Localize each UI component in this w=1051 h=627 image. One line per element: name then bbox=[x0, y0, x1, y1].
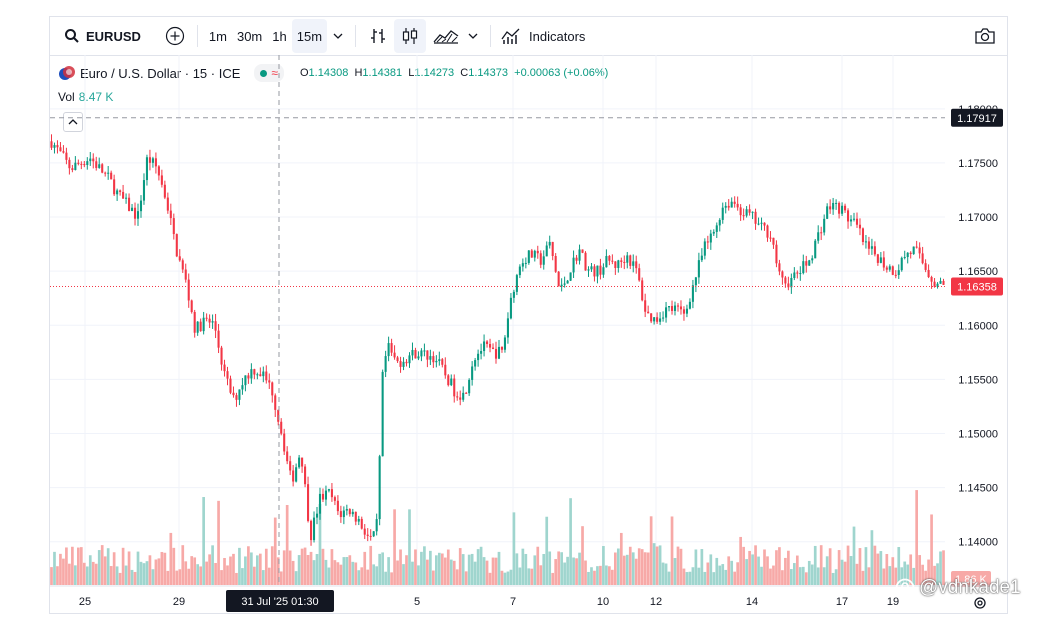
change-value: +0.00063 (+0.06%) bbox=[514, 67, 609, 79]
interval-label: 30m bbox=[236, 28, 263, 44]
interval-dropdown-button[interactable] bbox=[327, 21, 349, 51]
compare-symbol-button[interactable] bbox=[159, 21, 191, 51]
search-icon bbox=[65, 29, 79, 43]
volume-legend: Vol 8.47 K bbox=[58, 90, 113, 104]
chart-type-dropdown-button[interactable] bbox=[462, 21, 484, 51]
open-label: O bbox=[299, 67, 309, 79]
eu-us-flag-icon bbox=[59, 66, 75, 80]
close-value: 1.14373 bbox=[468, 67, 509, 79]
candles-chart-type-button[interactable] bbox=[394, 19, 427, 53]
chevron-up-icon bbox=[68, 119, 78, 125]
area-chart-icon bbox=[433, 30, 459, 44]
settings-icon[interactable] bbox=[973, 596, 987, 610]
plus-circle-icon bbox=[165, 26, 185, 46]
interval-label: 15m bbox=[296, 28, 323, 44]
toolbar-divider bbox=[355, 25, 357, 47]
chevron-down-icon bbox=[333, 33, 343, 39]
interval-15m-button[interactable]: 15m bbox=[291, 19, 328, 53]
interval-1h-button[interactable]: 1h bbox=[267, 21, 291, 51]
area-chart-type-button[interactable] bbox=[430, 21, 462, 51]
high-value: 1.14381 bbox=[362, 67, 403, 79]
bar-chart-type-button[interactable] bbox=[362, 21, 394, 51]
indicators-label: Indicators bbox=[529, 28, 586, 44]
user-circle-icon bbox=[895, 578, 915, 598]
market-open-dot-icon bbox=[260, 69, 268, 77]
volume-value: 8.47 K bbox=[78, 90, 114, 104]
watermark: @vdnkade1 bbox=[895, 577, 1021, 599]
low-value: 1.14273 bbox=[414, 67, 455, 79]
symbol-search-button[interactable]: EURUSD bbox=[60, 21, 145, 51]
wave-icon: ≈ bbox=[271, 66, 278, 80]
watermark-text: @vdnkade1 bbox=[919, 577, 1021, 598]
volume-label: Vol bbox=[58, 90, 75, 104]
chart-legend: Euro / U.S. Dollar · 15 · ICE ≈ O1.14308… bbox=[58, 64, 608, 82]
open-value: 1.14308 bbox=[308, 67, 349, 79]
ohlc-values: O1.14308 H1.14381 L1.14273 C1.14373 +0.0… bbox=[300, 67, 608, 79]
high-label: H bbox=[354, 67, 363, 79]
bar-chart-icon bbox=[371, 29, 386, 43]
symbol-label: EURUSD bbox=[86, 28, 141, 44]
market-status-pill[interactable]: ≈ bbox=[254, 64, 284, 82]
interval-30m-button[interactable]: 30m bbox=[232, 21, 267, 51]
collapse-legend-button[interactable] bbox=[63, 112, 83, 132]
chevron-down-icon bbox=[468, 33, 478, 39]
interval-label: 1h bbox=[272, 28, 287, 44]
symbol-title: Euro / U.S. Dollar · 15 · ICE bbox=[80, 65, 241, 81]
camera-icon bbox=[975, 28, 995, 44]
interval-1m-button[interactable]: 1m bbox=[204, 21, 232, 51]
interval-label: 1m bbox=[208, 28, 227, 44]
chart-widget: EURUSD 1m 30m 1h 15m bbox=[49, 16, 1008, 614]
snapshot-button[interactable] bbox=[969, 21, 1001, 51]
toolbar-divider bbox=[490, 25, 492, 47]
candles-icon bbox=[402, 28, 418, 44]
low-label: L bbox=[408, 67, 415, 79]
indicators-icon bbox=[501, 28, 520, 44]
top-toolbar: EURUSD 1m 30m 1h 15m bbox=[50, 17, 1007, 56]
indicators-button[interactable]: Indicators bbox=[497, 21, 589, 51]
toolbar-divider bbox=[196, 25, 198, 47]
close-label: C bbox=[460, 67, 469, 79]
